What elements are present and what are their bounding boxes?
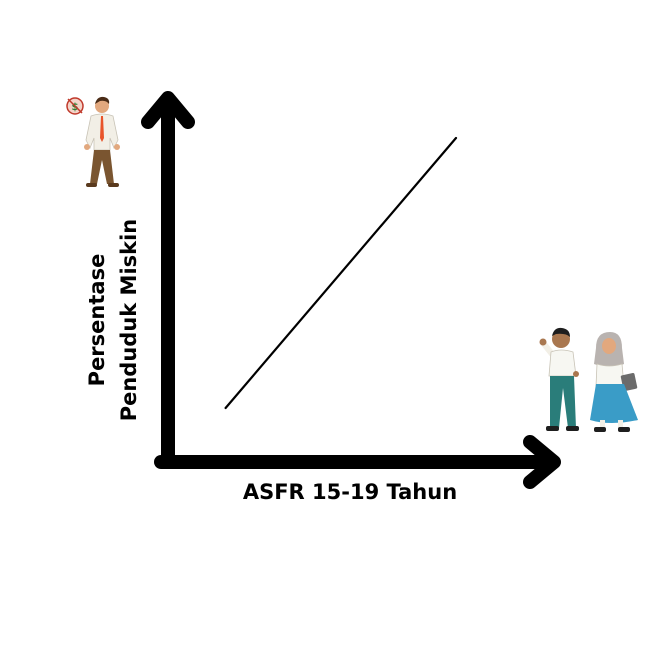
- y-axis-label-line-1: Persentase: [85, 253, 109, 387]
- boy-student: [539, 327, 579, 431]
- x-axis-arrowhead: [523, 435, 561, 489]
- students-icon: [539, 327, 638, 432]
- svg-text:$: $: [72, 102, 79, 113]
- y-axis-arrowhead: [141, 91, 195, 129]
- girl-student: [590, 332, 638, 432]
- x-axis-label: ASFR 15-19 Tahun: [242, 480, 458, 504]
- y-axis-label: Persentase Penduduk Miskin: [81, 140, 145, 500]
- series-line-trend: [224, 136, 458, 410]
- y-axis-label-line-2: Penduduk Miskin: [117, 218, 141, 422]
- poor-man-icon: $: [66, 96, 120, 187]
